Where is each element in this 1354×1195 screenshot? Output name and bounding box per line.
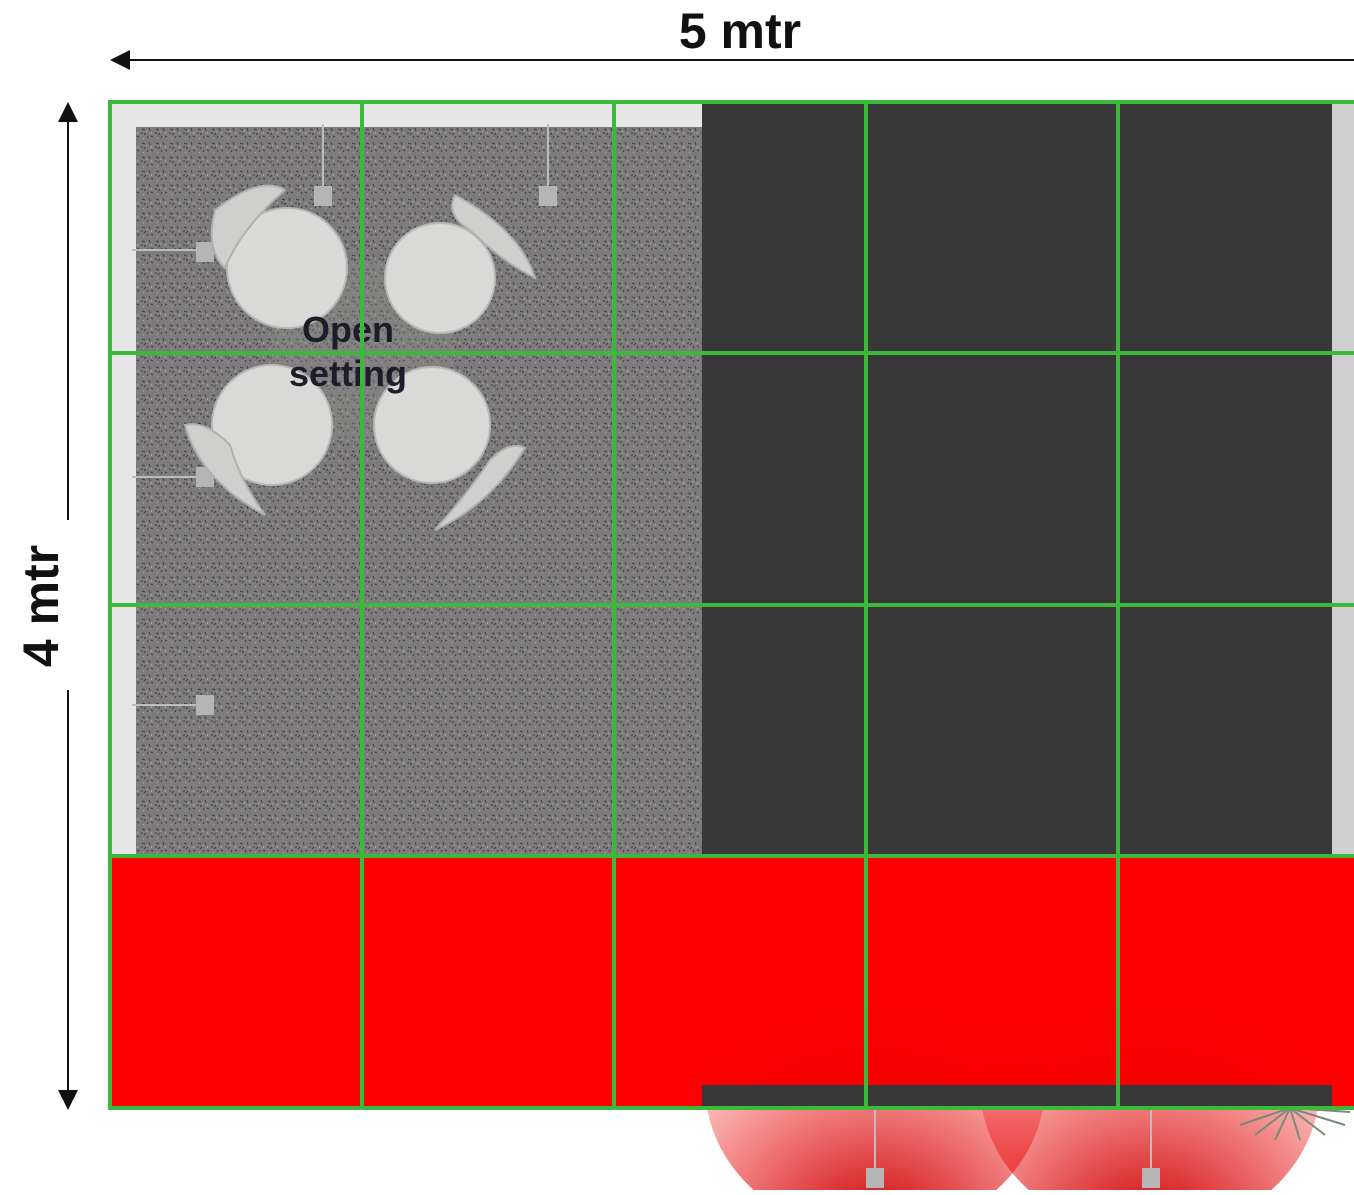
light-icon: [196, 242, 214, 262]
width-dimension: 5 mtr: [110, 3, 1354, 70]
light-icon: [196, 695, 214, 715]
plant-icon: [1239, 1107, 1351, 1141]
light-icon: [314, 186, 332, 206]
zone-label-line1: Open: [302, 309, 394, 350]
zone-label-line2: setting: [289, 353, 407, 394]
chair-icon: [373, 366, 527, 531]
width-label: 5 mtr: [679, 3, 801, 59]
chair-icon: [183, 364, 333, 516]
height-dimension: 4 mtr: [13, 102, 78, 1110]
chair-icon: [384, 193, 537, 334]
wall-shadow: [1332, 102, 1354, 854]
light-icon: [866, 1168, 884, 1188]
red-glow-left: [705, 935, 1045, 1195]
open-setting-label: Open setting: [289, 309, 407, 394]
light-icon: [539, 186, 557, 206]
grid-lines: [108, 100, 1354, 1110]
counter-lights: [866, 1108, 1160, 1188]
red-glow-right: [980, 935, 1320, 1195]
light-icon: [1142, 1168, 1160, 1188]
table-set: [183, 184, 537, 531]
counter-strip: [702, 1085, 1332, 1107]
height-label: 4 mtr: [13, 545, 69, 667]
wall-lights-top: [314, 124, 557, 206]
chair-icon: [210, 184, 348, 329]
dark-panel-area: [702, 102, 1332, 854]
